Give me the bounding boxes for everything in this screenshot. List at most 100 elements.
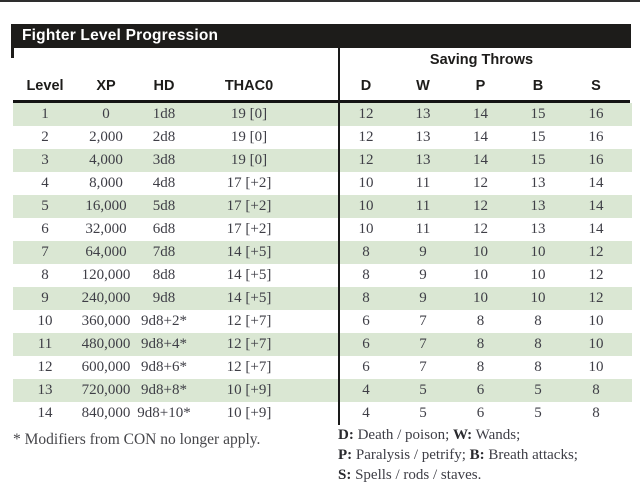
table-cell: 240,000 [81, 290, 131, 306]
table-cell: 6 [41, 221, 49, 237]
table-cell: 10 [358, 198, 374, 214]
table-cell: 16 [588, 106, 604, 122]
table-row: 3 4,000 3d8 19 [0] 12 13 14 15 16 [13, 149, 632, 172]
header-cell: HD [153, 78, 175, 94]
header-cell: S [591, 78, 601, 94]
table-cell: 2 [41, 129, 49, 145]
table-cell: 9d8+6* [141, 359, 187, 375]
table-cell: 2d8 [152, 129, 176, 145]
table-cell: 14 [588, 198, 604, 214]
table-cell: 4d8 [152, 175, 176, 191]
table-cell: 10 [588, 336, 604, 352]
table-cell: 9d8+8* [141, 382, 187, 398]
legend-key: S: [338, 467, 352, 483]
table-cell: 12 [473, 221, 488, 237]
table-cell: 8d8 [152, 267, 176, 283]
table-cell: 5 [419, 382, 427, 398]
legend-line: D: Death / poison; W: Wands; [338, 425, 578, 445]
saving-throws-vertical-divider [338, 48, 340, 425]
legend-text: Paralysis / petrify; [352, 447, 470, 463]
table-cell: 12 [358, 129, 374, 145]
header-cell: W [416, 78, 430, 94]
table-cell: 1d8 [152, 106, 176, 122]
cell-spacer [305, 241, 338, 264]
table-row: 1 0 1d8 19 [0] 12 13 14 15 16 [13, 103, 632, 126]
table-cell: 7 [41, 244, 49, 260]
table-cell: 14 [+5] [226, 267, 272, 283]
legend-text: Wands; [472, 427, 521, 443]
table-cell: 16 [588, 152, 604, 168]
table-cell: 9d8+4* [141, 336, 187, 352]
table-body: 1 0 1d8 19 [0] 12 13 14 15 16 2 2,000 2d8 19 [0] 12 13… [13, 103, 632, 425]
legend-text: Breath attacks; [484, 447, 578, 463]
table-cell: 12 [473, 175, 488, 191]
table-cell: 15 [530, 152, 546, 168]
table-row: 11 480,000 9d8+4* 12 [+7] 6 7 8 8 10 [13, 333, 632, 356]
table-cell: 8 [592, 405, 600, 421]
title-bar-left-stub [11, 24, 14, 58]
table-cell: 8,000 [89, 175, 123, 191]
table-cell: 6 [476, 382, 485, 398]
table-cell: 6 [476, 405, 485, 421]
table-row: 8 120,000 8d8 14 [+5] 8 9 10 10 12 [13, 264, 632, 287]
legend-key: W: [452, 427, 473, 443]
cell-spacer [305, 195, 338, 218]
table-cell: 9 [419, 290, 427, 306]
table-cell: 7 [419, 336, 427, 352]
table-cell: 10 [473, 267, 488, 283]
table-cell: 10 [473, 244, 488, 260]
table-cell: 5 [41, 198, 49, 214]
table-cell: 17 [+2] [226, 198, 272, 214]
table-cell: 2,000 [89, 129, 123, 145]
table-cell: 12 [+7] [226, 336, 272, 352]
table-cell: 11 [37, 336, 53, 352]
table-cell: 12 [358, 152, 374, 168]
page-top-rule [0, 0, 640, 2]
table-row: 9 240,000 9d8 14 [+5] 8 9 10 10 12 [13, 287, 632, 310]
header-cell: B [532, 78, 544, 94]
table-cell: 8 [476, 359, 485, 375]
cell-spacer [305, 310, 338, 333]
table-cell: 8 [362, 244, 370, 260]
table-title-bar: Fighter Level Progression [13, 24, 631, 48]
table-cell: 19 [0] [230, 106, 268, 122]
table-cell: 600,000 [81, 359, 131, 375]
table-cell: 12 [358, 106, 374, 122]
header-cell: XP [96, 78, 116, 94]
table-cell: 10 [588, 313, 604, 329]
table-cell: 9d8+2* [141, 313, 187, 329]
table-cell: 64,000 [85, 244, 127, 260]
table-cell: 4 [362, 405, 370, 421]
table-cell: 12 [+7] [226, 313, 272, 329]
legend-key: D: [338, 427, 354, 443]
table-cell: 10 [530, 267, 546, 283]
saving-throws-group-header: Saving Throws [429, 52, 534, 68]
legend-line: S: Spells / rods / staves. [338, 465, 578, 485]
table-cell: 9 [41, 290, 49, 306]
table-cell: 840,000 [81, 405, 131, 421]
table-cell: 7 [419, 359, 427, 375]
table-cell: 120,000 [81, 267, 131, 283]
table-cell: 0 [102, 106, 110, 122]
table-header-row: Level XP HD THAC0 D W P B S [13, 71, 625, 97]
table-cell: 14 [+5] [226, 290, 272, 306]
table-cell: 15 [530, 129, 546, 145]
table-cell: 14 [37, 405, 53, 421]
table-cell: 4,000 [89, 152, 123, 168]
header-spacer [305, 94, 338, 97]
table-cell: 19 [0] [230, 152, 268, 168]
table-cell: 10 [37, 313, 53, 329]
table-cell: 9d8+10* [137, 405, 191, 421]
table-row: 10 360,000 9d8+2* 12 [+7] 6 7 8 8 10 [13, 310, 632, 333]
cell-spacer [305, 402, 338, 425]
table-cell: 9 [419, 267, 427, 283]
table-cell: 14 [+5] [226, 244, 272, 260]
table-cell: 12 [588, 267, 604, 283]
table-cell: 10 [+9] [226, 405, 272, 421]
table-cell: 13 [415, 129, 431, 145]
table-cell: 7d8 [152, 244, 176, 260]
table-row: 5 16,000 5d8 17 [+2] 10 11 12 13 14 [13, 195, 632, 218]
table-cell: 720,000 [81, 382, 131, 398]
cell-spacer [305, 287, 338, 310]
